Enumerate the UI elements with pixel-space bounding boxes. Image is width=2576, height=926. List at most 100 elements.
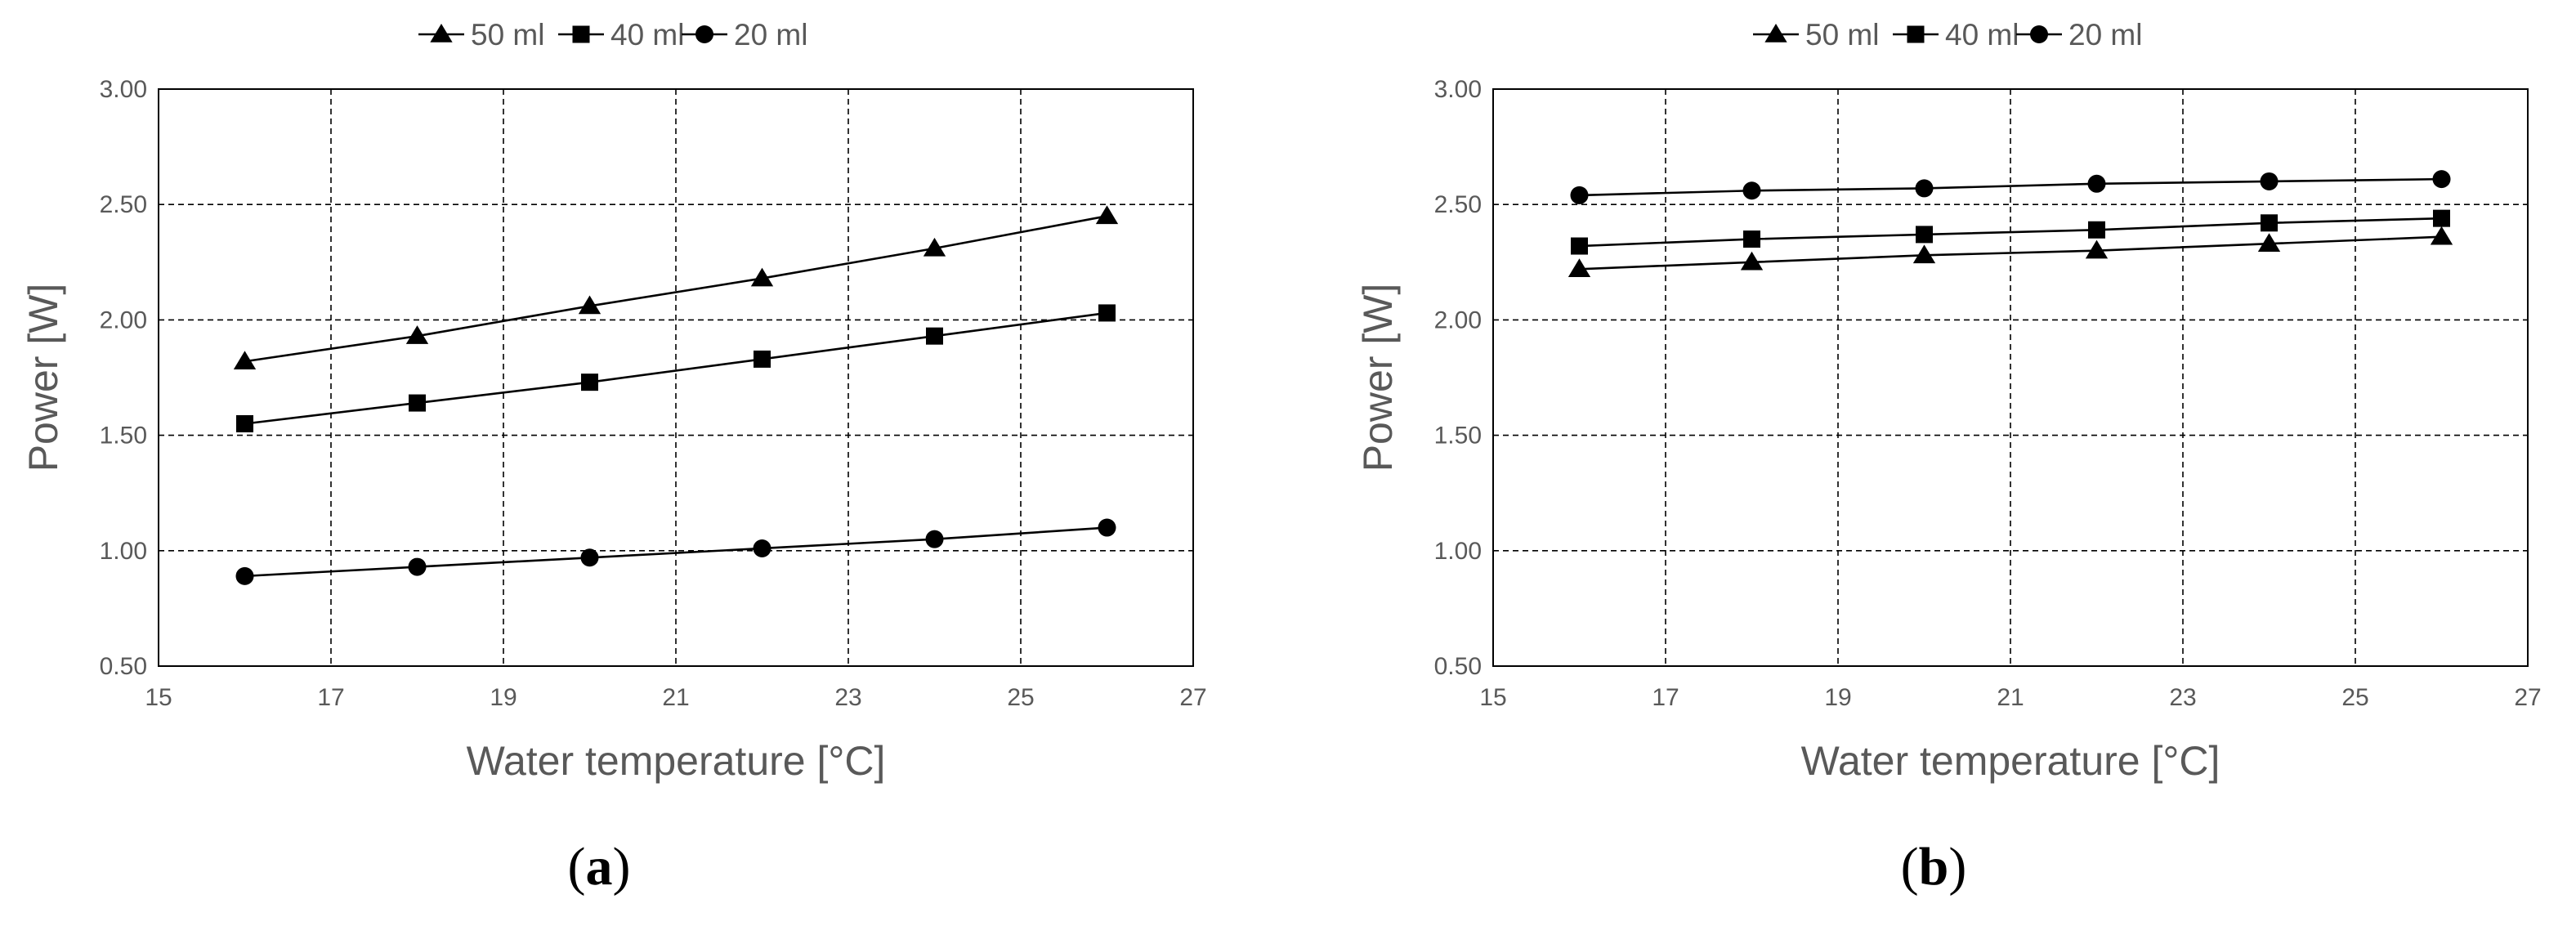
data-point	[1098, 518, 1116, 537]
x-tick-label: 21	[662, 684, 689, 711]
legend: 50 ml 40 ml 20 ml	[1753, 18, 2142, 51]
y-tick-label: 1.50	[1434, 423, 1482, 450]
data-point	[923, 237, 946, 257]
data-point	[2433, 209, 2450, 227]
data-point	[1915, 179, 1934, 198]
legend-label: 20 ml	[734, 18, 807, 51]
legend-item: 40 ml	[1893, 18, 2019, 51]
legend-marker	[2030, 25, 2048, 43]
panel-label-letter: b	[1919, 837, 1949, 897]
y-tick-label: 3.00	[1434, 76, 1482, 103]
x-tick-label: 15	[1479, 684, 1506, 711]
y-tick-label: 1.50	[100, 423, 147, 450]
data-point	[1742, 181, 1761, 200]
y-tick-label: 1.00	[100, 538, 147, 565]
data-point	[1095, 205, 1119, 225]
legend-label: 40 ml	[610, 18, 684, 51]
legend-label: 50 ml	[471, 18, 544, 51]
legend-marker	[430, 24, 453, 42]
data-point	[409, 394, 426, 412]
data-point	[2430, 226, 2453, 245]
x-tick-label: 25	[2341, 684, 2368, 711]
data-point	[753, 539, 771, 557]
plot-area-frame	[158, 88, 1194, 667]
data-point	[2087, 174, 2106, 193]
data-point	[235, 566, 254, 585]
y-axis-title: Power [W]	[20, 284, 66, 472]
plot-area-frame	[1492, 88, 2529, 667]
legend-marker	[572, 25, 590, 43]
y-tick-label: 1.00	[1434, 538, 1482, 565]
chart-panel-a: 15 17 19 21 23 25 27 0.50 1.00 1.50 2.00 2.50 3.00 Wa…	[20, 18, 1207, 897]
legend-marker	[1907, 25, 1925, 43]
data-point	[754, 350, 771, 368]
y-tick-label: 2.00	[1434, 306, 1482, 333]
legend-item: 20 ml	[2016, 18, 2142, 51]
series-line	[1579, 177, 2442, 197]
series-line	[244, 311, 1107, 425]
legend-item: 40 ml	[558, 18, 684, 51]
x-axis-title: Water temperature [°C]	[467, 738, 886, 784]
data-point	[578, 295, 602, 315]
data-point	[1916, 226, 1933, 244]
y-axis-title: Power [W]	[1355, 284, 1401, 472]
x-tick-label: 25	[1007, 684, 1034, 711]
x-tick-label: 15	[145, 684, 172, 711]
series-line	[1579, 235, 2442, 271]
data-point	[1740, 251, 1764, 271]
series-line	[1579, 217, 2442, 248]
y-tick-label: 2.00	[100, 306, 147, 333]
chart-panel-b: 15 17 19 21 23 25 27 0.50 1.00 1.50 2.00 2.50 3.00 Wa…	[1355, 18, 2542, 897]
data-point	[1568, 258, 1591, 278]
data-point	[2261, 214, 2278, 232]
legend-item: 50 ml	[418, 18, 544, 51]
data-point	[2432, 170, 2451, 189]
legend-marker	[1764, 24, 1787, 42]
legend-label: 50 ml	[1805, 18, 1879, 51]
panel-label: (a)	[568, 837, 631, 897]
data-point	[925, 530, 944, 548]
data-point	[750, 267, 774, 287]
panel-label-letter: a	[586, 837, 613, 897]
panel-label-open: (	[568, 837, 586, 897]
legend-item: 50 ml	[1753, 18, 1879, 51]
legend: 50 ml 40 ml 20 ml	[418, 18, 807, 51]
y-tick-label: 3.00	[100, 76, 147, 103]
data-point	[581, 374, 598, 391]
x-tick-label: 19	[490, 684, 517, 711]
legend-label: 20 ml	[2068, 18, 2142, 51]
data-point	[405, 325, 429, 344]
data-point	[233, 351, 257, 369]
y-tick-label: 2.50	[1434, 191, 1482, 218]
data-point	[1743, 230, 1760, 248]
data-point	[926, 327, 943, 345]
data-point	[1912, 244, 1936, 264]
data-point	[1570, 186, 1589, 204]
data-point	[236, 414, 253, 432]
data-point	[1098, 304, 1116, 322]
x-tick-label: 21	[1997, 684, 2024, 711]
panel-label-close: )	[1948, 837, 1966, 897]
x-tick-label: 17	[1652, 684, 1679, 711]
data-point	[2088, 221, 2105, 239]
x-tick-label: 27	[1179, 684, 1206, 711]
y-tick-label: 0.50	[1434, 653, 1482, 680]
legend-item: 20 ml	[682, 18, 807, 51]
x-tick-label: 27	[2514, 684, 2541, 711]
panel-label-open: (	[1901, 837, 1919, 897]
x-tick-label: 17	[317, 684, 344, 711]
legend-label: 40 ml	[1945, 18, 2019, 51]
panel-label: (b)	[1901, 837, 1967, 897]
series-line	[244, 215, 1107, 363]
x-tick-label: 19	[1824, 684, 1851, 711]
panel-label-close: )	[613, 837, 631, 897]
data-point	[2260, 172, 2279, 190]
x-tick-label: 23	[834, 684, 861, 711]
series-line	[244, 526, 1107, 578]
data-point	[2085, 239, 2109, 259]
data-point	[2257, 233, 2281, 252]
data-point	[1571, 237, 1588, 255]
x-axis-title: Water temperature [°C]	[1801, 738, 2220, 784]
data-point	[408, 557, 427, 576]
